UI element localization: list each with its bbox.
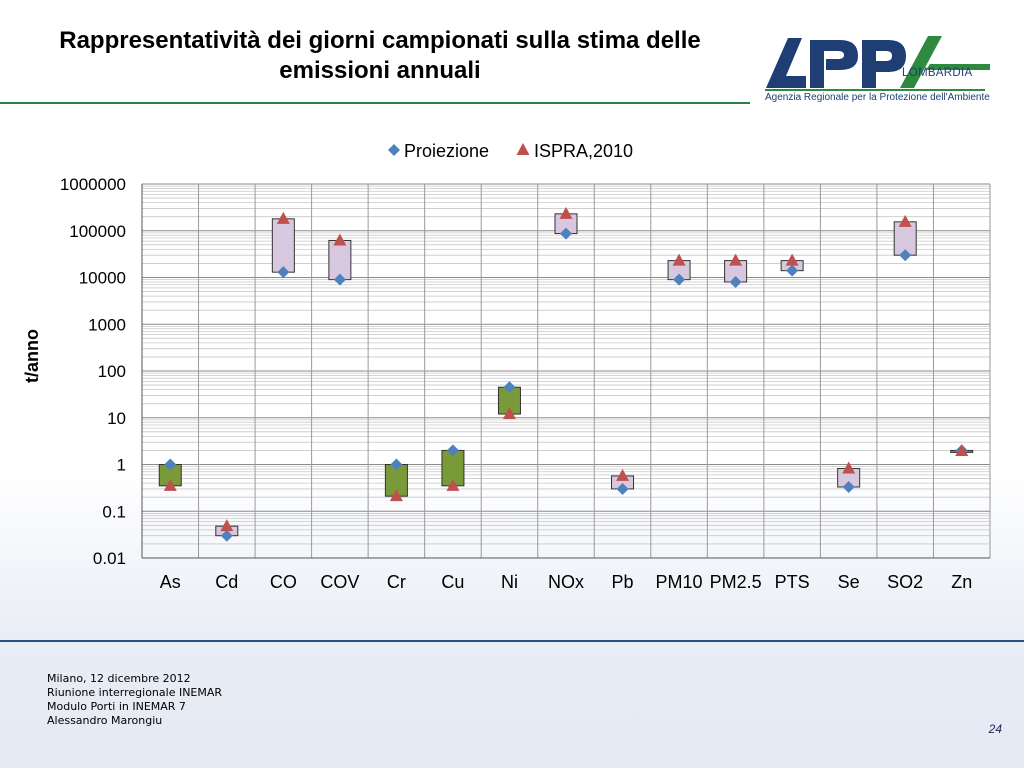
x-tick-label: Cu bbox=[441, 572, 464, 592]
ispra-point bbox=[955, 443, 969, 456]
ispra-point bbox=[389, 489, 403, 502]
footer-line: Alessandro Marongiu bbox=[47, 714, 163, 727]
legend-label: ISPRA,2010 bbox=[534, 141, 633, 161]
y-axis-label: t/anno bbox=[22, 329, 42, 383]
footer-line: Milano, 12 dicembre 2012 bbox=[47, 672, 191, 685]
y-tick-label: 0.1 bbox=[102, 502, 126, 521]
ispra-point bbox=[842, 461, 856, 474]
proiezione-point bbox=[503, 381, 516, 394]
ispra-point bbox=[276, 211, 290, 224]
x-tick-label: PM10 bbox=[656, 572, 703, 592]
y-tick-label: 1 bbox=[117, 456, 126, 475]
y-tick-label: 100 bbox=[98, 362, 126, 381]
x-tick-label: Pb bbox=[612, 572, 634, 592]
y-tick-label: 1000000 bbox=[60, 175, 126, 194]
footer-divider bbox=[0, 640, 1024, 642]
range-box bbox=[271, 218, 295, 273]
proiezione-point bbox=[729, 276, 742, 289]
proiezione-point bbox=[560, 227, 572, 240]
proiezione-point bbox=[842, 481, 855, 494]
proiezione-point bbox=[220, 529, 233, 542]
arpa-logo-mark bbox=[766, 36, 990, 88]
x-tick-label: COV bbox=[320, 572, 359, 592]
x-tick-label: Se bbox=[838, 572, 860, 592]
proiezione-point bbox=[616, 482, 629, 495]
footer-line: Modulo Porti in INEMAR 7 bbox=[47, 700, 186, 713]
x-tick-label: PM2.5 bbox=[710, 572, 762, 592]
x-tick-label: PTS bbox=[775, 572, 810, 592]
legend-diamond-icon bbox=[388, 144, 400, 156]
y-tick-label: 1000 bbox=[88, 315, 126, 334]
proiezione-point bbox=[390, 458, 403, 471]
legend-label: Proiezione bbox=[404, 141, 489, 161]
y-tick-label: 10 bbox=[107, 409, 126, 428]
proiezione-point bbox=[673, 273, 686, 286]
emissions-chart: 0.01 0.1 1 10 100 1000 10000 100000 1000000 As Cd C… bbox=[22, 141, 991, 592]
ispra-point bbox=[785, 253, 799, 266]
y-tick-label: 10000 bbox=[79, 269, 126, 288]
ispra-point bbox=[446, 478, 460, 491]
x-tick-label: NOx bbox=[548, 572, 584, 592]
x-tick-label: CO bbox=[270, 572, 297, 592]
title-divider bbox=[0, 102, 750, 104]
proiezione-point bbox=[899, 249, 912, 262]
x-tick-label: Zn bbox=[951, 572, 972, 592]
proiezione-point bbox=[446, 444, 459, 457]
footer-line: Riunione interregionale INEMAR bbox=[47, 686, 223, 699]
proiezione-point bbox=[164, 458, 177, 471]
y-tick-label: 100000 bbox=[69, 222, 126, 241]
x-tick-label: SO2 bbox=[887, 572, 923, 592]
ispra-point bbox=[672, 253, 686, 266]
x-tick-label: Ni bbox=[501, 572, 518, 592]
x-tick-label: As bbox=[160, 572, 181, 592]
logo-tagline: Agenzia Regionale per la Protezione dell… bbox=[765, 89, 990, 103]
proiezione-point bbox=[786, 264, 799, 277]
ispra-point bbox=[220, 519, 234, 532]
x-tick-label: Cr bbox=[387, 572, 406, 592]
ispra-point bbox=[898, 214, 912, 227]
ispra-point bbox=[163, 478, 177, 491]
ispra-point bbox=[616, 468, 630, 481]
ispra-point bbox=[333, 233, 347, 246]
logo-region: LOMBARDIA bbox=[902, 67, 973, 79]
page-number: 24 bbox=[988, 722, 1002, 736]
x-tick-label: Cd bbox=[215, 572, 238, 592]
slide-title: Rappresentatività dei giorni campionati … bbox=[59, 27, 701, 84]
legend-triangle-icon bbox=[516, 143, 530, 155]
proiezione-point bbox=[333, 273, 346, 286]
arpa-logo: LOMBARDIA Agenzia Regionale per la Prote… bbox=[762, 34, 992, 110]
footer-text: Milano, 12 dicembre 2012 Riunione interr… bbox=[47, 672, 222, 728]
ispra-point bbox=[502, 407, 516, 420]
y-tick-label: 0.01 bbox=[93, 549, 126, 568]
ispra-point bbox=[559, 206, 573, 219]
proiezione-point bbox=[277, 266, 290, 279]
ispra-point bbox=[729, 253, 743, 266]
